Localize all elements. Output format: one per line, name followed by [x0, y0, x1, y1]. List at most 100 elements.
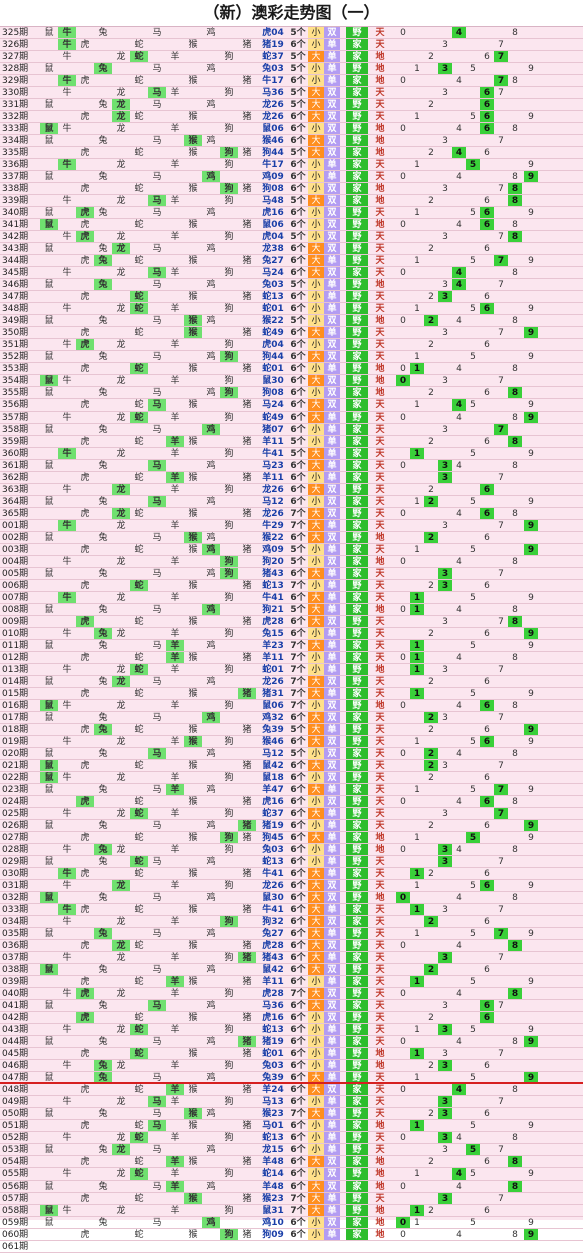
zodiac-cell: 猪 — [242, 184, 252, 195]
digit-cell: 6 — [484, 196, 490, 207]
parity-cell: 单 — [324, 952, 340, 964]
type-cell: 家 — [346, 591, 368, 603]
count-cell: 6个 — [290, 184, 306, 195]
period-label: 030期 — [2, 869, 29, 880]
table-row: 024期虎蛇猴猪虎16 6个小双野天 0 4 6 8 — [0, 796, 583, 809]
zodiac-cell: 鼠 — [44, 136, 54, 147]
count-cell: 6个 — [290, 941, 306, 952]
type-cell: 家 — [346, 543, 368, 555]
type-cell: 家 — [346, 1228, 368, 1240]
type-cell: 家 — [346, 435, 368, 447]
zodiac-hit: 马 — [148, 1000, 166, 1012]
zodiac-cell: 蛇 — [134, 724, 144, 735]
table-row: 350期虎蛇猴猪蛇49 6个大单野天 3 7 9 — [0, 327, 583, 340]
zodiac-hit: 鸡 — [202, 423, 220, 435]
zodiac-hit: 牛 — [58, 868, 76, 880]
period-label: 343期 — [2, 244, 29, 255]
zodiac-hit: 兔 — [94, 1072, 112, 1083]
sky-earth-cell: 天 — [375, 424, 385, 435]
sky-earth-cell: 天 — [375, 748, 385, 759]
type-cell: 野 — [346, 1144, 368, 1156]
zodiac-cell: 狗 — [224, 664, 234, 675]
period-label: 345期 — [2, 268, 29, 279]
digit-cell: 4 — [456, 989, 462, 1000]
type-cell: 野 — [346, 27, 368, 39]
digit-cell: 0 — [400, 1085, 406, 1096]
count-cell: 6个 — [290, 736, 306, 747]
digit-hit: 9 — [524, 519, 538, 531]
size-cell: 小 — [308, 627, 324, 639]
type-cell: 家 — [346, 267, 368, 279]
zodiac-hit: 蛇 — [130, 363, 148, 375]
zodiac-hit: 蛇 — [130, 856, 148, 868]
zodiac-hit: 狗 — [220, 832, 238, 844]
zodiac-cell: 牛 — [62, 989, 72, 1000]
parity-cell: 单 — [324, 171, 340, 183]
zodiac-cell: 猪 — [242, 292, 252, 303]
digit-cell: 6 — [484, 917, 490, 928]
zodiac-cell: 兔 — [98, 496, 108, 507]
sky-earth-cell: 天 — [375, 544, 385, 555]
zodiac-cell: 牛 — [62, 953, 72, 964]
zodiac-cell: 马 — [152, 712, 162, 723]
size-cell: 小 — [308, 1168, 324, 1180]
zodiac-cell: 猴 — [188, 616, 198, 627]
digit-hit: 3 — [438, 579, 452, 591]
parity-cell: 双 — [324, 375, 340, 387]
digit-hit: 8 — [508, 435, 522, 447]
size-cell: 小 — [308, 219, 324, 231]
type-cell: 家 — [346, 87, 368, 99]
zodiac-cell: 马 — [152, 604, 162, 615]
zodiac-cell: 龙 — [116, 304, 126, 315]
zodiac-cell: 猪 — [242, 1049, 252, 1060]
digit-cell: 1 — [414, 736, 420, 747]
table-row: 331期鼠兔龙马鸡龙26 5个大双野天 2 6 — [0, 99, 583, 112]
size-cell: 大 — [308, 519, 324, 531]
digit-cell: 7 — [498, 520, 504, 531]
digit-cell: 7 — [498, 712, 504, 723]
sky-earth-cell: 天 — [375, 508, 385, 519]
period-label: 031期 — [2, 881, 29, 892]
type-cell: 野 — [346, 1048, 368, 1060]
count-cell: 6个 — [290, 1085, 306, 1096]
digit-cell: 6 — [484, 340, 490, 351]
count-cell: 6个 — [290, 893, 306, 904]
zodiac-cell: 鼠 — [44, 929, 54, 940]
zodiac-hit: 羊 — [166, 1156, 184, 1168]
table-row: 046期牛兔龙羊狗兔03 6个小单野地 2 3 6 — [0, 1060, 583, 1073]
zodiac-cell: 兔 — [98, 965, 108, 976]
zodiac-cell: 鼠 — [44, 640, 54, 651]
digit-cell: 2 — [428, 1205, 434, 1216]
count-cell: 6个 — [290, 472, 306, 483]
zodiac-hit: 鼠 — [40, 699, 58, 711]
digit-cell: 0 — [400, 797, 406, 807]
sky-earth-cell: 地 — [375, 124, 385, 135]
digit-cell: 7 — [498, 136, 504, 147]
size-cell: 小 — [308, 291, 324, 303]
digit-hit: 4 — [452, 147, 466, 159]
digit-cell: 7 — [498, 376, 504, 387]
digit-hit: 6 — [480, 699, 494, 711]
type-cell: 野 — [346, 1024, 368, 1036]
zodiac-cell: 猪 — [242, 256, 252, 267]
count-cell: 6个 — [290, 40, 306, 51]
digit-cell: 0 — [400, 1229, 406, 1240]
zodiac-hit: 马 — [148, 399, 166, 411]
digit-cell: 9 — [528, 400, 534, 411]
sky-earth-cell: 天 — [375, 568, 385, 579]
digit-cell: 4 — [456, 893, 462, 904]
size-cell: 小 — [308, 159, 324, 171]
zodiac-cell: 猴 — [188, 220, 198, 231]
digit-cell: 9 — [528, 208, 534, 219]
digit-hit: 7 — [494, 51, 508, 63]
size-cell: 小 — [308, 495, 324, 507]
digit-cell: 6 — [484, 244, 490, 255]
table-row: 013期牛龙蛇羊狗蛇01 7个小单野地 1 3 7 — [0, 663, 583, 676]
digit-hit: 2 — [424, 747, 438, 759]
zodiac-cell: 鸡 — [206, 64, 216, 75]
size-cell: 大 — [308, 531, 324, 543]
digit-hit: 4 — [452, 267, 466, 279]
zodiac-cell: 鼠 — [44, 857, 54, 868]
period-label: 014期 — [2, 676, 29, 687]
draw-number: 猴46 — [262, 136, 284, 147]
